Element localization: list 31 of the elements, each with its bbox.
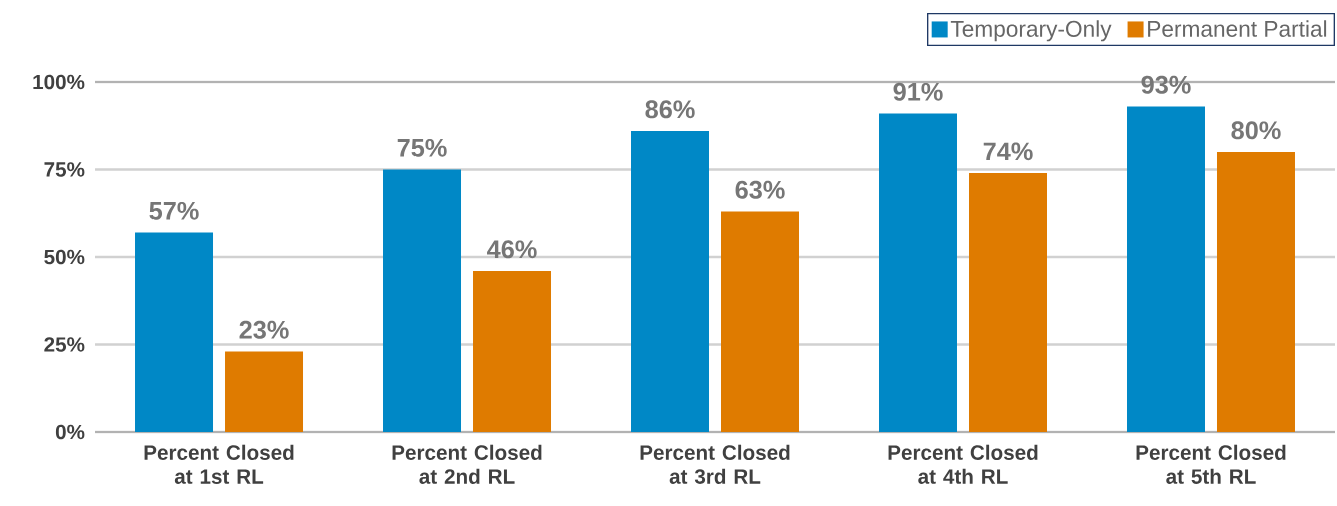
data-label: 57% bbox=[149, 201, 199, 220]
y-tick-label: 25% bbox=[44, 337, 85, 352]
bar bbox=[631, 130, 709, 432]
bar bbox=[969, 172, 1047, 432]
y-tick-label: 75% bbox=[44, 162, 85, 177]
bar bbox=[721, 211, 800, 432]
legend-label: Temporary-Only bbox=[950, 20, 1112, 42]
data-label: 63% bbox=[735, 180, 785, 199]
bar bbox=[225, 351, 304, 432]
x-tick-label: Percent Closed at 4th RL bbox=[888, 444, 1038, 484]
x-tick-label: Percent Closed at 2nd RL bbox=[392, 444, 542, 484]
bar bbox=[1127, 106, 1205, 432]
data-label: 75% bbox=[397, 138, 447, 157]
y-tick-label: 100% bbox=[33, 74, 85, 90]
x-tick-label: Percent Closed at 3rd RL bbox=[640, 444, 790, 484]
data-label: 86% bbox=[645, 100, 695, 119]
x-tick-label: Percent Closed at 1st RL bbox=[144, 444, 294, 484]
bar bbox=[383, 169, 462, 432]
y-tick-label: 50% bbox=[44, 249, 85, 265]
x-tick-label: Percent Closed at 5th RL bbox=[1136, 444, 1286, 484]
data-label: 74% bbox=[983, 142, 1033, 161]
data-label: 80% bbox=[1231, 121, 1281, 140]
bar bbox=[135, 232, 214, 432]
data-label: 23% bbox=[239, 320, 289, 339]
data-label: 46% bbox=[487, 240, 537, 259]
bar bbox=[879, 113, 957, 432]
data-label: 91% bbox=[893, 82, 943, 101]
bar bbox=[473, 270, 552, 432]
y-tick-label: 0% bbox=[55, 424, 85, 440]
legend-label: Permanent Partial bbox=[1148, 20, 1327, 37]
bar bbox=[1216, 151, 1295, 432]
